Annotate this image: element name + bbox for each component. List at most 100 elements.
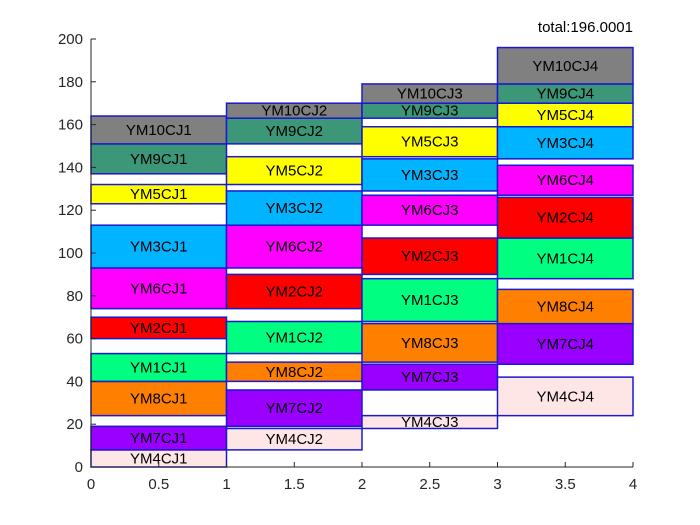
box-label: YM8CJ4: [536, 299, 594, 316]
box-rect: [225, 427, 363, 451]
x-tick-label: 2: [358, 476, 366, 493]
x-tick-label: 4: [629, 476, 637, 493]
y-tick-label: 160: [58, 117, 83, 134]
box-ym7cj3: YM7CJ3: [361, 363, 499, 391]
box-ym8cj4: YM8CJ4: [496, 288, 634, 325]
box-label: YM2CJ1: [130, 320, 188, 337]
x-tick-label: 3.5: [555, 476, 576, 493]
box-label: YM8CJ3: [401, 335, 459, 352]
x-tick-label: 1: [222, 476, 230, 493]
box-label: YM5CJ4: [536, 107, 594, 124]
box-rect: [496, 237, 634, 280]
box-ym10cj3: YM10CJ3: [361, 83, 499, 104]
box-label: YM10CJ4: [532, 58, 598, 75]
box-label: YM4CJ4: [536, 388, 594, 405]
box-label: YM7CJ1: [130, 430, 188, 447]
box-label: YM8CJ2: [265, 364, 323, 381]
box-ym4cj1: YM4CJ1: [90, 449, 228, 468]
box-ym3cj4: YM3CJ4: [496, 125, 634, 160]
box-rect: [225, 389, 363, 428]
y-tick-label: 100: [58, 245, 83, 262]
box-ym10cj1: YM10CJ1: [90, 115, 228, 145]
box-ym7cj1: YM7CJ1: [90, 425, 228, 451]
box-label: YM6CJ4: [536, 172, 594, 189]
box-rect: [361, 322, 499, 363]
box-rect: [361, 158, 499, 192]
box-ym10cj2: YM10CJ2: [225, 102, 363, 120]
box-ym5cj1: YM5CJ1: [90, 183, 228, 205]
ticks-layer: 0 0.5 1 1.5 2 2.5 3 3.5 402040608010012014016018…: [58, 31, 637, 493]
box-ym9cj2: YM9CJ2: [225, 117, 363, 145]
box-label: YM7CJ4: [536, 336, 594, 353]
box-label: YM8CJ1: [130, 391, 188, 408]
box-label: YM9CJ1: [130, 151, 188, 168]
box-ym9cj1: YM9CJ1: [90, 143, 228, 175]
box-ym6cj4: YM6CJ4: [496, 164, 634, 196]
box-rect: [361, 363, 499, 391]
box-ym9cj3: YM9CJ3: [361, 102, 499, 120]
box-ym4cj4: YM4CJ4: [496, 376, 634, 417]
box-rect: [496, 46, 634, 85]
box-ym2cj1: YM2CJ1: [90, 316, 228, 340]
box-ym4cj2: YM4CJ2: [225, 427, 363, 451]
box-ym6cj2: YM6CJ2: [225, 224, 363, 269]
box-ym6cj3: YM6CJ3: [361, 194, 499, 226]
box-ym3cj3: YM3CJ3: [361, 158, 499, 192]
box-ym8cj2: YM8CJ2: [225, 361, 363, 383]
box-label: YM7CJ2: [265, 400, 323, 417]
y-tick-label: 80: [66, 288, 83, 305]
box-rect: [496, 322, 634, 366]
box-ym3cj1: YM3CJ1: [90, 224, 228, 269]
box-rect: [496, 196, 634, 239]
box-label: YM4CJ3: [401, 414, 459, 431]
box-ym5cj3: YM5CJ3: [361, 125, 499, 158]
box-rect: [361, 277, 499, 323]
box-rect: [361, 414, 499, 430]
y-tick-label: 60: [66, 331, 83, 348]
box-label: YM1CJ4: [536, 250, 594, 267]
box-label: YM3CJ2: [265, 200, 323, 217]
box-ym1cj3: YM1CJ3: [361, 277, 499, 323]
box-rect: [496, 376, 634, 417]
box-ym3cj2: YM3CJ2: [225, 190, 363, 226]
box-ym2cj2: YM2CJ2: [225, 273, 363, 310]
box-rect: [225, 224, 363, 269]
x-tick-label: 0.5: [148, 476, 169, 493]
box-label: YM5CJ2: [265, 163, 323, 180]
y-tick-label: 40: [66, 373, 83, 390]
box-rect: [496, 125, 634, 160]
box-label: YM1CJ2: [265, 330, 323, 347]
box-label: YM3CJ1: [130, 239, 188, 256]
box-label: YM9CJ2: [265, 123, 323, 140]
box-label: YM2CJ4: [536, 210, 594, 227]
box-label: YM10CJ1: [126, 122, 192, 139]
boxes-layer: YM4CJ1 YM7CJ1 YM8CJ1 YM1CJ1 YM2CJ1 YM6CJ1 YM3C…: [90, 46, 634, 468]
box-ym2cj4: YM2CJ4: [496, 196, 634, 239]
box-rect: [496, 288, 634, 325]
box-label: YM1CJ1: [130, 359, 188, 376]
box-ym4cj3: YM4CJ3: [361, 414, 499, 431]
box-ym6cj1: YM6CJ1: [90, 267, 228, 310]
box-rect: [496, 164, 634, 196]
box-label: YM4CJ2: [265, 431, 323, 448]
box-rect: [90, 224, 228, 269]
box-ym10cj4: YM10CJ4: [496, 46, 634, 85]
box-ym9cj4: YM9CJ4: [496, 83, 634, 104]
x-tick-label: 3: [493, 476, 501, 493]
y-tick-label: 200: [58, 31, 83, 48]
box-ym8cj1: YM8CJ1: [90, 380, 228, 417]
box-label: YM9CJ4: [536, 86, 594, 103]
box-ym8cj3: YM8CJ3: [361, 322, 499, 363]
total-annotation: total:196.0001: [538, 19, 633, 36]
box-label: YM1CJ3: [401, 292, 459, 309]
box-rect: [225, 190, 363, 226]
x-tick-label: 0: [87, 476, 95, 493]
box-ym1cj2: YM1CJ2: [225, 320, 363, 355]
box-rect: [361, 237, 499, 276]
y-tick-label: 180: [58, 74, 83, 91]
box-rect: [90, 352, 228, 383]
box-label: YM6CJ2: [265, 239, 323, 256]
box-ym1cj1: YM1CJ1: [90, 352, 228, 383]
box-label: YM2CJ2: [265, 284, 323, 301]
